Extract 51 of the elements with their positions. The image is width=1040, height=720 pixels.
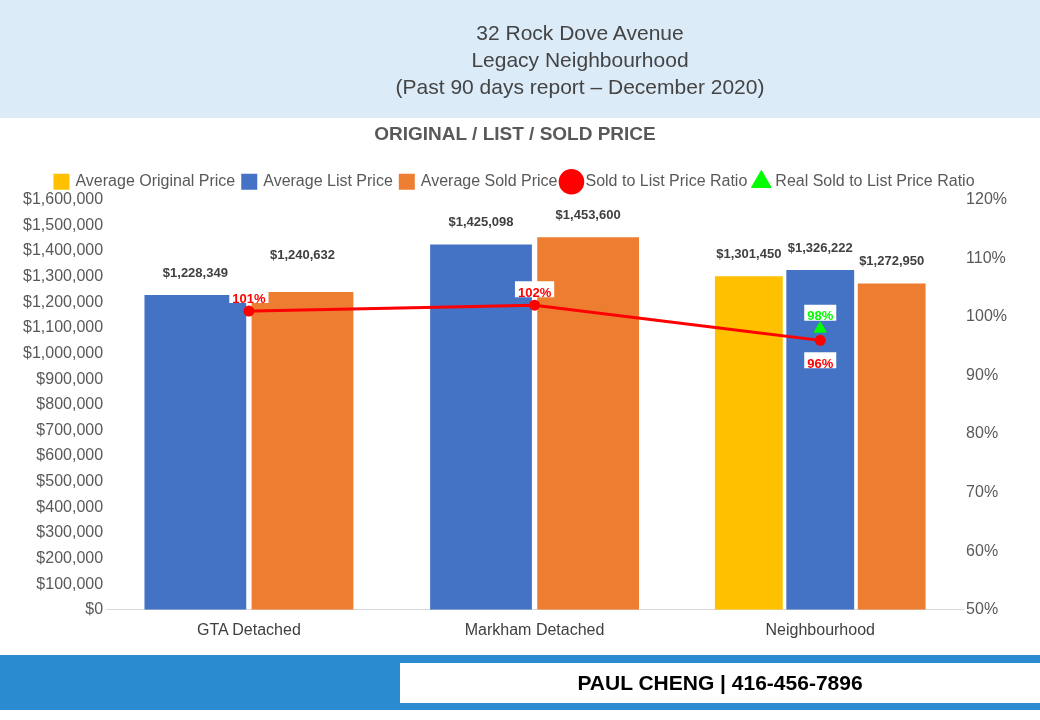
y-tick-label: $1,500,000 — [23, 215, 104, 233]
x-tick-label: Neighbourhood — [765, 620, 875, 638]
data-label: 101% — [232, 290, 266, 306]
data-label: $1,240,632 — [269, 247, 336, 263]
y-tick-label: $800,000 — [36, 395, 104, 413]
legend-label: Sold to List Price Ratio — [585, 172, 748, 190]
y2-tick-label: 80% — [966, 424, 999, 442]
data-label: 102% — [517, 284, 552, 300]
legend-label: Real Sold to List Price Ratio — [775, 172, 975, 190]
text: PAUL CHENG | 416-456-7896 — [400, 662, 1040, 703]
y-tick-label: $400,000 — [36, 497, 104, 515]
x-tick-label: GTA Detached — [197, 620, 301, 638]
y-tick-label: $1,100,000 — [23, 318, 104, 336]
chart-subtitle: 32 Rock Dove Avenue Legacy Neighbourhood (Past 90 days report – December 2020) — [395, 19, 765, 100]
y-tick-label: $1,600,000 — [23, 190, 104, 208]
y2-tick-label: 100% — [966, 307, 1007, 325]
data-label: 96% — [807, 355, 834, 371]
y-tick-label: $1,000,000 — [23, 343, 104, 361]
point — [814, 334, 826, 346]
point — [529, 299, 541, 311]
legend-label: Average Original Price — [75, 172, 236, 190]
point — [813, 321, 827, 333]
y2-tick-label: 90% — [966, 365, 999, 383]
y2-tick-label: 50% — [966, 600, 999, 618]
data-label: $1,228,349 — [162, 264, 228, 280]
y2-tick-label: 70% — [966, 483, 999, 501]
y-tick-label: $300,000 — [36, 523, 104, 541]
legend-label: Average List Price — [263, 172, 393, 190]
y2-tick-label: 110% — [966, 248, 1006, 266]
y-tick-label: $200,000 — [36, 548, 104, 566]
data-label: 98% — [807, 308, 834, 324]
y-tick-label: $900,000 — [36, 369, 104, 387]
data-label: $1,326,222 — [787, 239, 853, 255]
y2-tick-label: 60% — [966, 541, 999, 559]
y2-tick-label: 120% — [966, 190, 1007, 208]
chart-title: ORIGINAL / LIST / SOLD PRICE — [374, 122, 656, 144]
y-tick-label: $0 — [85, 600, 104, 618]
y-tick-label: $1,200,000 — [23, 292, 104, 310]
y-tick-label: $500,000 — [36, 472, 104, 490]
data-label: $1,425,098 — [448, 214, 514, 230]
data-label: $1,453,600 — [555, 206, 621, 222]
y-tick-label: $600,000 — [36, 446, 104, 464]
y-tick-label: $700,000 — [36, 420, 104, 438]
y-tick-label: $1,300,000 — [23, 267, 104, 285]
y-tick-label: $1,400,000 — [23, 241, 104, 259]
x-tick-label: Markham Detached — [464, 620, 605, 638]
data-label: $1,272,950 — [859, 253, 925, 269]
legend-label: Average Sold Price — [420, 172, 558, 190]
data-label: $1,301,450 — [716, 245, 782, 261]
point — [243, 305, 255, 317]
y-tick-label: $100,000 — [36, 574, 104, 592]
